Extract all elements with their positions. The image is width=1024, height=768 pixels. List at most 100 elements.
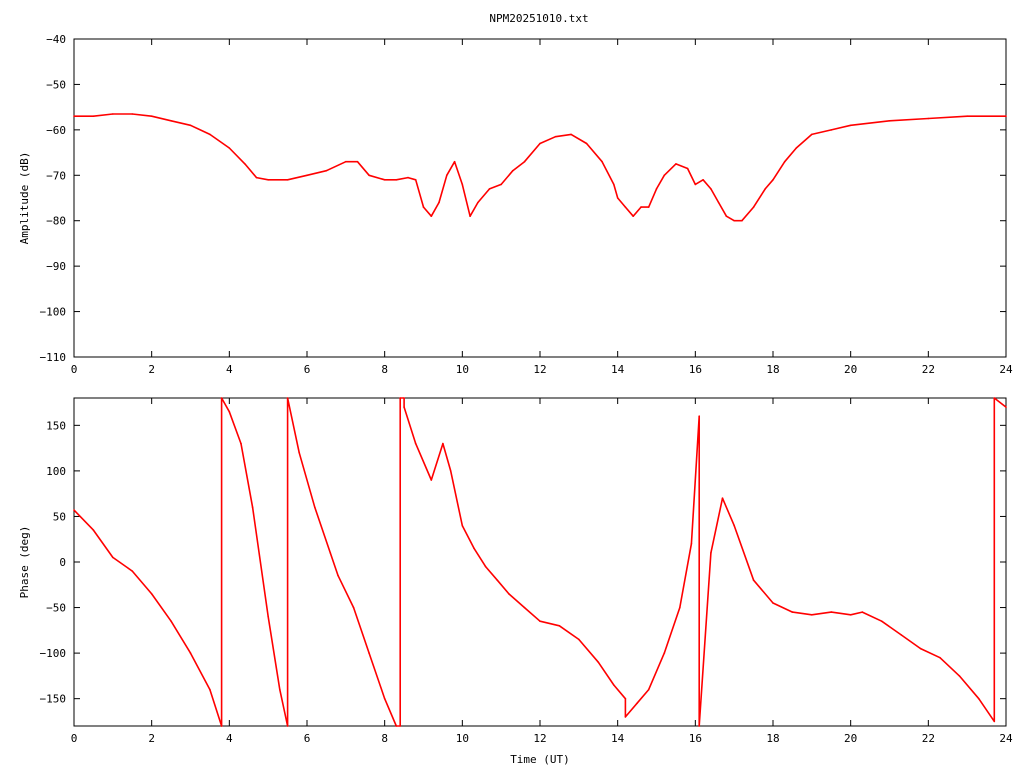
- data-point: [783, 160, 786, 163]
- x-tick-label: 24: [999, 363, 1013, 376]
- data-point: [228, 147, 231, 149]
- data-point: [640, 206, 642, 208]
- data-point: [73, 115, 75, 117]
- data-point: [488, 188, 491, 190]
- data-point: [647, 206, 650, 208]
- x-tick-label: 2: [148, 363, 155, 376]
- x-tick-label: 2: [148, 732, 155, 745]
- data-point: [578, 638, 580, 641]
- data-point: [733, 219, 735, 222]
- y-tick-label: 150: [46, 419, 66, 432]
- x-tick-label: 12: [533, 732, 546, 745]
- data-point: [698, 725, 700, 727]
- data-point: [286, 397, 289, 399]
- x-tick-label: 22: [922, 732, 935, 745]
- data-point: [647, 688, 650, 691]
- y-tick-label: −110: [40, 351, 67, 364]
- x-tick-label: 8: [381, 363, 388, 376]
- data-point: [469, 215, 471, 217]
- data-point: [694, 183, 697, 186]
- chart-title: NPM20251010.txt: [489, 12, 588, 25]
- data-point: [430, 215, 433, 217]
- data-point: [764, 188, 766, 190]
- data-point: [209, 688, 211, 691]
- data-point: [849, 124, 852, 127]
- data-point: [368, 652, 370, 654]
- data-point: [675, 163, 677, 165]
- data-point: [613, 183, 615, 186]
- data-point: [73, 509, 75, 511]
- data-point: [461, 524, 464, 527]
- data-point: [1005, 115, 1007, 117]
- data-point: [395, 179, 398, 181]
- data-point: [446, 174, 448, 177]
- data-point: [228, 410, 231, 413]
- data-point: [368, 174, 370, 177]
- data-point: [772, 602, 774, 604]
- data-point: [279, 688, 281, 691]
- data-point: [131, 570, 134, 572]
- data-point: [484, 565, 487, 568]
- data-point: [477, 201, 479, 204]
- phase-panel: 0 2 4 6 8 10 12 14 16 18 20 22 24−150−100−5005010015…: [18, 397, 1013, 766]
- data-point: [752, 579, 755, 581]
- data-point: [624, 697, 627, 700]
- y-tick-label: −100: [40, 306, 67, 319]
- x-tick-label: 24: [999, 732, 1013, 745]
- x-tick-label: 0: [71, 363, 78, 376]
- data-point: [523, 160, 526, 163]
- data-point: [298, 451, 301, 454]
- data-point: [880, 620, 883, 622]
- data-point: [830, 611, 833, 613]
- data-point: [220, 725, 223, 727]
- y-tick-label: 0: [59, 556, 66, 569]
- x-tick-label: 14: [611, 363, 625, 376]
- data-point: [170, 120, 172, 122]
- x-tick-label: 18: [766, 363, 779, 376]
- data-point: [679, 606, 681, 609]
- data-point: [570, 133, 572, 136]
- data-point: [430, 479, 433, 481]
- data-point: [698, 415, 700, 418]
- data-point: [255, 176, 258, 179]
- plot-frame: [73, 397, 1007, 727]
- data-point: [500, 183, 503, 186]
- data-point: [286, 725, 289, 727]
- x-tick-label: 6: [304, 732, 311, 745]
- data-point: [958, 675, 961, 677]
- y-tick-label: −100: [40, 647, 67, 660]
- data-point: [861, 611, 864, 613]
- data-point: [267, 179, 270, 181]
- data-point: [830, 129, 833, 131]
- data-point: [849, 614, 852, 616]
- x-tick-label: 4: [226, 732, 233, 745]
- data-point: [725, 215, 728, 217]
- data-point: [314, 506, 316, 509]
- x-tick-label: 0: [71, 732, 78, 745]
- data-point: [558, 625, 561, 627]
- data-point: [613, 684, 615, 686]
- x-tick-label: 14: [611, 732, 625, 745]
- data-point: [403, 397, 405, 399]
- data-point: [407, 176, 409, 179]
- x-tick-label: 12: [533, 363, 546, 376]
- x-tick-label: 4: [226, 363, 233, 376]
- data-point: [306, 174, 308, 177]
- data-point: [710, 552, 712, 554]
- data-point: [352, 606, 355, 609]
- data-point: [512, 169, 514, 172]
- x-tick-label: 18: [766, 732, 779, 745]
- data-point: [399, 725, 402, 727]
- x-tick-label: 16: [689, 732, 702, 745]
- x-tick-label: 22: [922, 363, 935, 376]
- data-point: [112, 556, 114, 559]
- data-point: [131, 113, 134, 115]
- data-point: [966, 115, 968, 117]
- data-point: [597, 661, 600, 663]
- data-point: [993, 720, 996, 723]
- data-point: [624, 716, 627, 718]
- series-line: [74, 113, 1006, 222]
- y-axis-label: Amplitude (dB): [18, 152, 31, 245]
- data-point: [399, 397, 402, 399]
